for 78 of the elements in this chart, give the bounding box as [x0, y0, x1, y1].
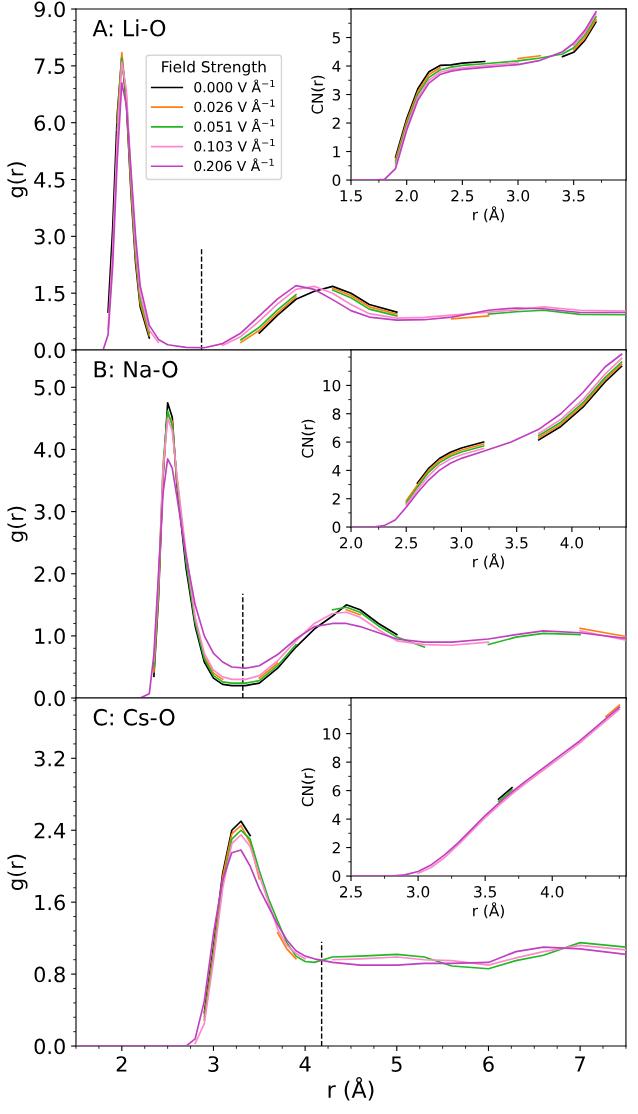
y-tick-label: 6 — [332, 436, 341, 449]
legend-label: 0.051 V Å$^{−1}$ — [194, 118, 275, 132]
x-tick-label: 3 — [208, 1056, 219, 1072]
x-tick-label: 4.0 — [540, 886, 564, 898]
y-tick-label: 1.0 — [35, 628, 65, 645]
y-tick-label: 1.6 — [35, 894, 65, 911]
x-tick-label: 6 — [483, 1056, 494, 1072]
x-axis-title: r (Å) — [473, 206, 504, 223]
y-tick-label: 1 — [333, 146, 340, 158]
x-tick-label: 3.5 — [562, 190, 585, 202]
x-tick-label: 2.0 — [340, 537, 363, 549]
y-tick-label: 4.0 — [34, 441, 65, 458]
x-tick-label: 2 — [116, 1056, 127, 1072]
y-tick-label: 8 — [332, 756, 341, 769]
y-tick-label: 10 — [323, 728, 341, 740]
y-tick-label: 3.2 — [34, 750, 65, 767]
x-tick-label: 3.0 — [507, 190, 530, 202]
line-series — [351, 353, 623, 528]
x-tick-label: 2.5 — [451, 190, 474, 202]
y-tick-label: 0 — [332, 521, 341, 534]
y-tick-label: 0 — [332, 174, 341, 187]
y-tick-label: 2 — [332, 842, 340, 854]
y-tick-label: 0.0 — [34, 1038, 65, 1055]
y-tick-label: 1.5 — [35, 285, 65, 302]
y-tick-label: 6 — [332, 785, 341, 797]
chart-title: A: Li-O — [92, 19, 166, 37]
y-tick-label: 5 — [332, 32, 340, 44]
y-axis-title: g(r) — [7, 162, 28, 198]
y-axis-title: g(r) — [7, 506, 28, 542]
legend-label: 0.206 V Å$^{−1}$ — [194, 158, 274, 172]
y-axis-title: g(r) — [7, 854, 28, 890]
x-tick-label: 5 — [391, 1056, 402, 1072]
x-tick-label: 4 — [299, 1056, 311, 1072]
y-tick-label: 0.0 — [34, 690, 65, 707]
x-tick-label: 4.0 — [560, 537, 584, 549]
y-tick-label: 4 — [332, 465, 341, 477]
x-tick-label: 3.0 — [450, 537, 473, 549]
x-axis-title: r (Å) — [473, 553, 504, 570]
chart-title: B: Na-O — [94, 360, 178, 378]
x-axis-title: r (Å) — [473, 902, 504, 919]
y-tick-label: 8 — [332, 408, 341, 420]
y-tick-label: 4 — [332, 60, 341, 72]
y-tick-label: 10 — [323, 379, 341, 392]
y-tick-label: 4 — [332, 813, 341, 825]
x-tick-label: 1.5 — [340, 190, 362, 202]
y-tick-label: 3.0 — [34, 228, 65, 245]
y-tick-label: 9.0 — [34, 1, 65, 18]
x-tick-label: 3.5 — [474, 886, 496, 898]
x-tick-label: 3.0 — [407, 886, 430, 898]
x-tick-label: 2.5 — [340, 886, 362, 898]
legend-label: 0.000 V Å$^{−1}$ — [194, 79, 275, 93]
y-tick-label: 6.0 — [34, 115, 65, 131]
line-series — [351, 706, 621, 877]
y-axis-title: CN(r) — [301, 768, 316, 807]
x-tick-label: 2.5 — [395, 537, 418, 549]
y-tick-label: 0.0 — [34, 342, 65, 359]
line-series — [417, 708, 621, 875]
y-tick-label: 3 — [332, 88, 341, 101]
y-tick-label: 3.0 — [34, 504, 65, 520]
y-axis-title: CN(r) — [301, 419, 316, 458]
y-tick-label: 2.4 — [34, 822, 66, 839]
y-tick-label: 2 — [332, 117, 340, 129]
x-axis-title: r (Å) — [328, 1077, 374, 1101]
legend-label: 0.026 V Å$^{−1}$ — [194, 99, 275, 113]
y-axis-title: CN(r) — [311, 75, 325, 114]
legend-label: 0.103 V Å$^{−1}$ — [194, 138, 275, 152]
y-tick-label: 2.0 — [34, 566, 65, 582]
y-tick-label: 0 — [332, 870, 341, 883]
y-tick-label: 4.5 — [34, 172, 65, 188]
y-tick-label: 5.0 — [34, 379, 65, 396]
x-tick-label: 7 — [575, 1056, 585, 1072]
x-tick-label: 2.0 — [395, 190, 418, 202]
y-tick-label: 2 — [332, 493, 340, 505]
y-tick-label: 0.8 — [34, 966, 65, 983]
chart-title: C: Cs-O — [93, 708, 175, 726]
y-tick-label: 7.5 — [34, 58, 65, 75]
x-tick-label: 3.5 — [505, 537, 528, 549]
legend-title: Field Strength — [162, 60, 266, 76]
